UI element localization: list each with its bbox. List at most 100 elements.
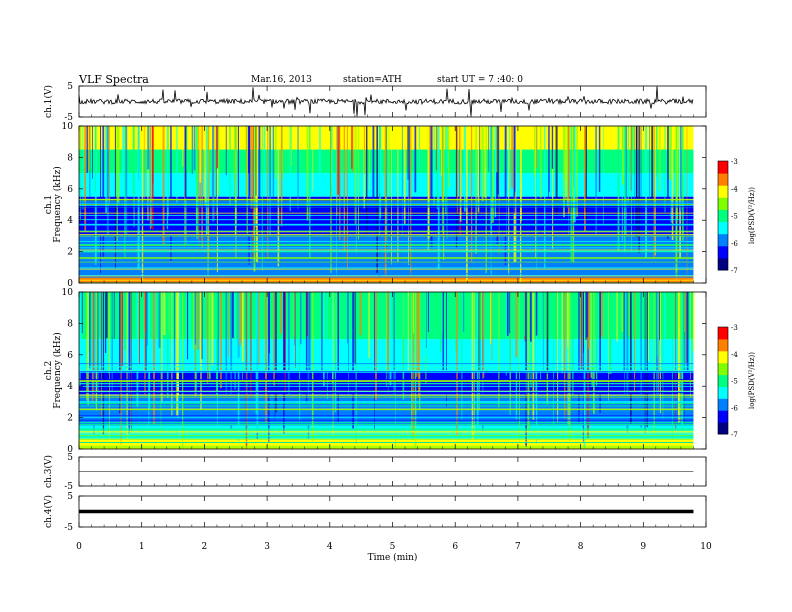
spectrogram-streak [309,292,311,391]
spectrogram-streak [108,292,110,374]
spectrogram-streak [163,292,166,335]
spectrogram-streak [476,292,479,428]
spectrogram-streak [570,126,572,262]
spectrogram-streak [690,292,691,398]
spectrogram-streak [167,292,169,399]
spectrogram-streak [519,292,520,444]
y-tick-label: 8 [67,319,73,329]
spectrogram-streak [407,292,409,370]
spectrogram-streak [584,126,586,231]
spectrogram-streak [586,292,589,338]
spectrogram-streak [520,126,522,222]
spectrogram-streak [126,292,128,439]
spectrogram-streak [105,292,107,353]
spectrogram-streak [574,126,576,223]
spectrogram-streak [419,126,421,169]
spectrogram-streak [653,292,655,434]
spectrogram-streak [625,126,627,238]
spectrogram-streak [95,292,98,411]
spectrogram-streak [255,126,257,196]
spectrogram-streak [336,126,337,277]
spectrogram-streak [128,292,130,433]
spectrogram-streak [199,126,202,183]
spectrogram-streak [481,126,484,202]
spectrogram-streak [234,292,236,390]
spectrogram-streak [207,292,209,384]
colorbar-segment [718,221,728,235]
spectrogram-streak [623,126,626,253]
spectrogram-streak [386,126,388,246]
start-time-label: start UT = 7 :40: 0 [437,75,523,85]
spectrogram-streak [638,126,640,253]
spectrogram-streak [678,126,680,169]
spectrogram-streak [307,292,310,440]
spectrogram-streak [663,292,666,373]
spectrogram-streak [397,126,399,263]
spectrogram-streak [149,126,152,230]
spectrogram-streak [184,126,185,247]
spectrogram-streak [352,126,354,172]
spectrogram-streak [102,292,105,435]
spectrogram-streak [232,292,234,339]
y-tick-label: 0 [67,445,73,455]
spectrogram-streak [680,126,682,212]
channel-label: ch.1 [44,195,54,214]
spectrogram-streak [256,292,259,433]
colorbar-segment [718,209,728,222]
spectrogram-streak [446,292,447,407]
colorbar-label: log(PSD(V²/Hz)) [748,352,756,409]
spectrogram-streak [300,292,302,345]
spectrogram-streak [640,126,642,198]
spectrogram-streak [144,292,147,372]
spectrogram-streak [161,292,163,404]
spectrogram-streak [436,126,439,209]
spectrogram-streak [280,292,283,334]
spectrogram-streak [343,126,345,252]
spectrogram-streak [94,126,97,265]
spectrogram-streak [624,292,625,408]
spectrogram-streak [346,126,348,269]
spectrogram-streak [269,126,271,267]
spectrogram-streak [80,126,81,222]
spectrogram-streak [655,126,658,177]
spectrogram-streak [385,292,387,387]
spectrogram-streak [631,126,634,175]
spectrogram-streak [653,126,655,259]
spectrogram-streak [139,292,140,364]
spectrogram-streak [113,292,115,339]
spectrogram-streak [290,126,292,167]
spectrogram-streak [435,126,437,170]
spectrogram-streak [120,292,122,445]
colorbar-tick-label: -7 [731,267,738,275]
spectrogram-streak [204,126,207,206]
spectrogram-streak [416,292,418,377]
spectrogram-streak [336,126,338,216]
spectrogram-streak [289,126,291,211]
colorbar-segment [718,327,728,340]
x-tick-label: 10 [700,542,712,552]
spectrogram-streak [136,292,139,407]
spectrogram-streak [305,292,308,404]
spectrogram-streak [306,126,309,221]
spectrogram-streak [275,126,277,180]
spectrogram-streak [484,126,486,198]
spectrogram-streak [348,292,349,398]
spectrogram-streak [532,292,535,420]
spectrogram-streak [566,292,569,348]
spectrogram-streak [238,292,241,346]
spectrogram-streak [631,126,632,252]
spectrogram-streak [294,292,295,346]
spectrogram-streak [133,126,135,228]
spectrogram-streak [178,292,181,347]
spectrogram-streak [88,126,90,171]
spectrogram-streak [122,126,125,182]
waveform-panel-1: 5 -5 ch.1(V) [43,82,707,123]
spectrogram-streak [326,292,328,400]
spectrogram-streak [651,126,654,205]
spectrogram-streak [246,126,248,234]
spectrogram-streak [414,126,417,193]
spectrogram-streak [587,292,590,349]
spectrogram-streak [146,292,148,346]
spectrogram-streak [297,126,299,210]
colorbar-tick-label: -5 [731,213,738,221]
